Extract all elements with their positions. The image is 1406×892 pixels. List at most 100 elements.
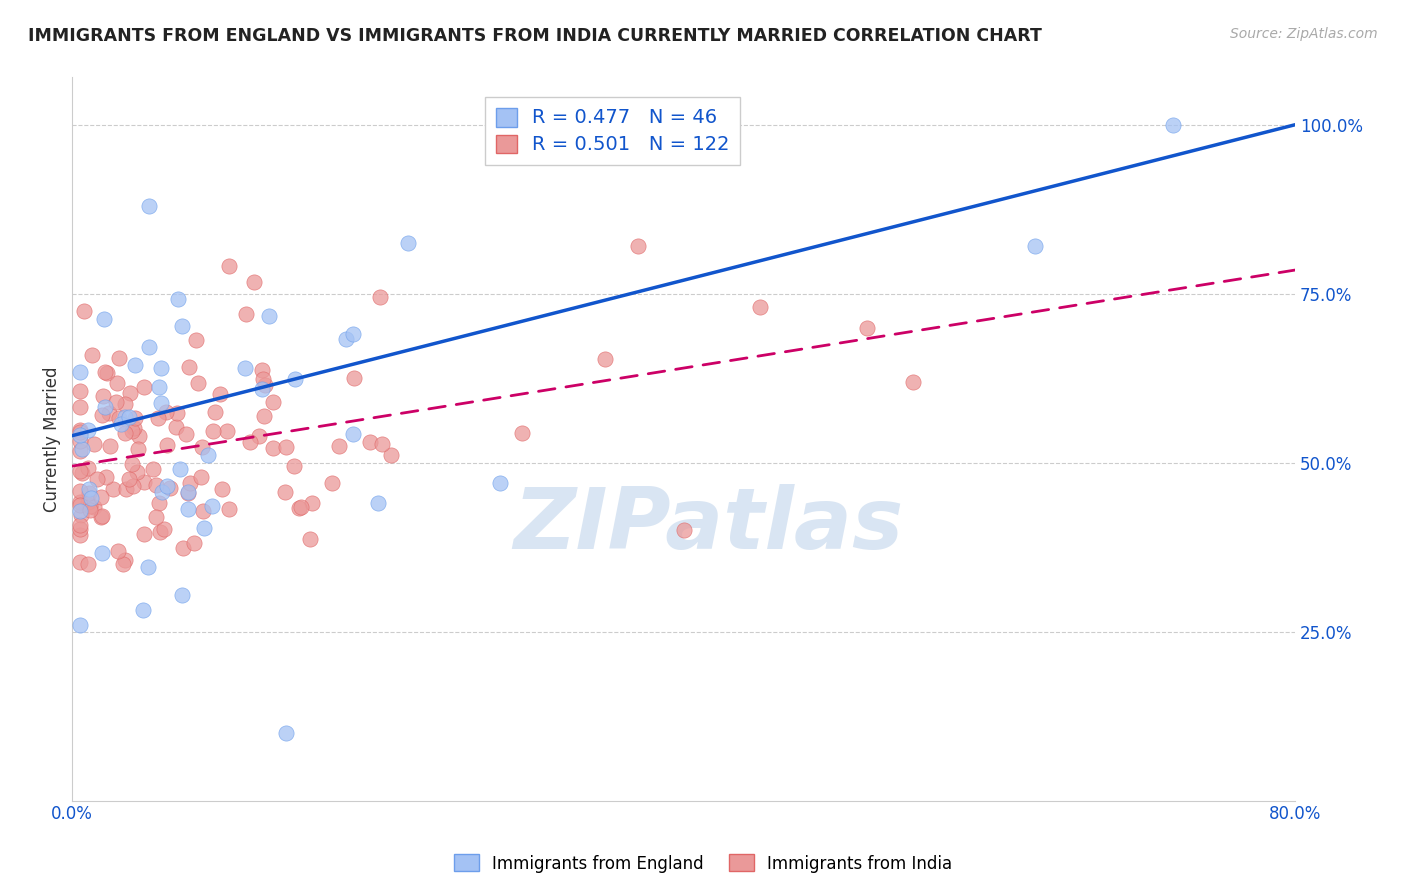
Text: Source: ZipAtlas.com: Source: ZipAtlas.com: [1230, 27, 1378, 41]
Point: [70, 442, 93, 457]
Point: [193, 521, 215, 535]
Point: [148, 411, 170, 425]
Point: [191, 503, 214, 517]
Point: [79, 499, 101, 513]
Point: [672, 523, 695, 537]
Point: [91, 389, 114, 403]
Point: [274, 485, 297, 500]
Point: [134, 379, 156, 393]
Point: [172, 541, 194, 556]
Point: [136, 560, 159, 574]
Point: [108, 410, 131, 425]
Point: [274, 441, 297, 455]
Point: [69, 522, 91, 536]
Point: [359, 434, 381, 449]
Point: [72, 304, 94, 318]
Point: [235, 307, 257, 321]
Point: [120, 385, 142, 400]
Point: [112, 557, 135, 571]
Point: [202, 424, 225, 438]
Point: [174, 427, 197, 442]
Point: [156, 479, 179, 493]
Point: [91, 509, 114, 524]
Point: [252, 363, 274, 377]
Point: [121, 458, 143, 472]
Point: [114, 397, 136, 411]
Point: [134, 475, 156, 490]
Point: [150, 360, 173, 375]
Point: [593, 351, 616, 366]
Point: [69, 425, 91, 440]
Legend: Immigrants from England, Immigrants from India: Immigrants from England, Immigrants from…: [447, 847, 959, 880]
Point: [218, 260, 240, 274]
Point: [283, 459, 305, 474]
Point: [209, 387, 232, 401]
Point: [90, 509, 112, 524]
Point: [127, 442, 149, 457]
Point: [233, 361, 256, 376]
Point: [1161, 118, 1184, 132]
Point: [257, 309, 280, 323]
Point: [190, 470, 212, 484]
Point: [342, 427, 364, 442]
Point: [343, 370, 366, 384]
Point: [301, 496, 323, 510]
Point: [138, 340, 160, 354]
Point: [80, 491, 103, 505]
Point: [262, 441, 284, 455]
Point: [80, 348, 103, 362]
Point: [288, 501, 311, 516]
Point: [398, 235, 420, 250]
Point: [69, 434, 91, 449]
Point: [155, 404, 177, 418]
Point: [83, 437, 105, 451]
Point: [187, 376, 209, 390]
Point: [177, 501, 200, 516]
Point: [69, 517, 91, 532]
Point: [91, 546, 114, 560]
Point: [184, 333, 207, 347]
Point: [91, 409, 114, 423]
Point: [489, 475, 512, 490]
Point: [132, 526, 155, 541]
Point: [114, 425, 136, 440]
Point: [148, 495, 170, 509]
Point: [1024, 239, 1046, 253]
Point: [117, 472, 139, 486]
Point: [107, 544, 129, 558]
Point: [104, 395, 127, 409]
Point: [96, 366, 118, 380]
Point: [138, 199, 160, 213]
Point: [250, 383, 273, 397]
Point: [83, 500, 105, 514]
Point: [105, 376, 128, 391]
Point: [165, 420, 187, 434]
Point: [179, 476, 201, 491]
Point: [127, 465, 149, 479]
Point: [215, 424, 238, 438]
Point: [72, 466, 94, 480]
Point: [156, 438, 179, 452]
Point: [69, 484, 91, 499]
Point: [98, 406, 121, 420]
Point: [132, 603, 155, 617]
Point: [128, 429, 150, 443]
Point: [150, 484, 173, 499]
Point: [149, 525, 172, 540]
Point: [90, 490, 112, 504]
Point: [107, 351, 129, 365]
Point: [321, 475, 343, 490]
Point: [124, 421, 146, 435]
Point: [368, 290, 391, 304]
Point: [69, 555, 91, 569]
Point: [79, 503, 101, 517]
Point: [197, 448, 219, 462]
Point: [254, 377, 277, 392]
Point: [201, 499, 224, 513]
Point: [96, 470, 118, 484]
Point: [142, 462, 165, 476]
Point: [124, 410, 146, 425]
Point: [98, 439, 121, 453]
Point: [380, 448, 402, 462]
Point: [177, 486, 200, 500]
